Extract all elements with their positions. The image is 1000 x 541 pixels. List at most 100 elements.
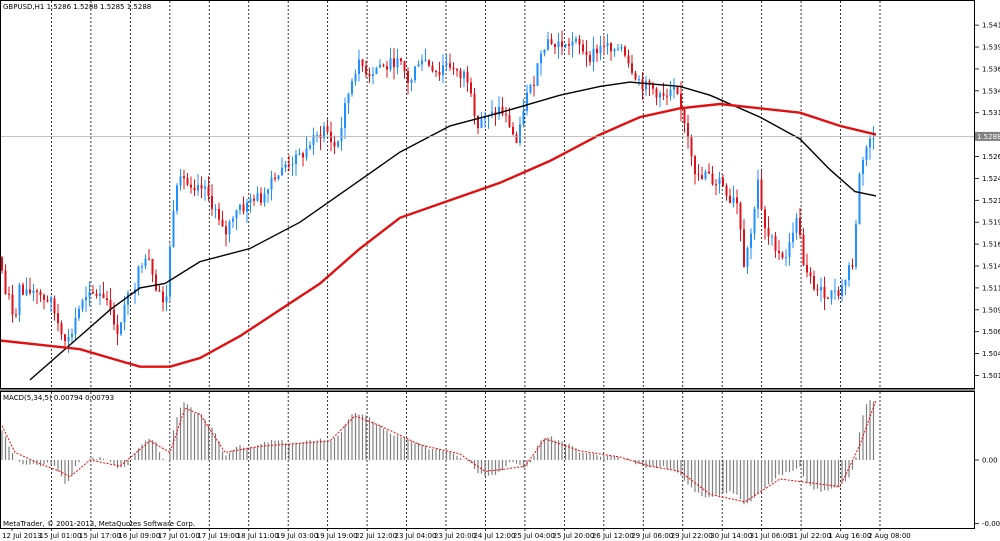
candle-body <box>281 167 283 176</box>
candle-body <box>267 189 269 194</box>
price-axis: 1.5415 1.5390 1.5365 1.5340 1.5315 1.5265 1.52… <box>975 22 1000 380</box>
candle-body <box>795 218 798 233</box>
candle-body <box>400 58 402 62</box>
candle-body <box>442 65 444 76</box>
candle-body <box>78 308 80 318</box>
candle-body <box>484 116 486 119</box>
candle-body <box>697 174 700 176</box>
candle-body <box>865 147 868 161</box>
candle-body <box>841 285 843 296</box>
candle-body <box>473 93 476 116</box>
candle-body <box>211 196 213 210</box>
candle-body <box>116 324 119 335</box>
candle-body <box>589 55 591 62</box>
time-tick-label: 12 Jul 2013 <box>2 532 42 540</box>
candle-body <box>466 71 469 83</box>
candle-body <box>687 123 689 138</box>
candle-body <box>666 95 668 97</box>
candle-body <box>358 59 360 75</box>
candle-body <box>617 48 619 50</box>
time-tick-label: 19 Jul 19:00 <box>316 532 358 540</box>
macd-signal-line <box>1 399 877 503</box>
candle-body <box>526 92 528 111</box>
time-tick-label: 17 Jul 01:00 <box>158 532 200 540</box>
candle-body <box>228 221 231 235</box>
pane-separator[interactable] <box>0 389 975 392</box>
candle-body <box>764 209 766 229</box>
candle-body <box>613 49 616 52</box>
candle-body <box>470 82 472 94</box>
candle-body <box>382 64 385 67</box>
time-tick-label: 26 Jul 12:00 <box>592 532 634 540</box>
macd-tick-label: -0.00836 <box>982 520 1000 528</box>
candle-body <box>634 72 637 80</box>
candle-body <box>277 175 280 179</box>
candle-body <box>25 289 28 295</box>
candle-body <box>760 179 763 210</box>
candle-body <box>4 270 7 294</box>
time-tick-label: 16 Jul 09:00 <box>118 532 160 540</box>
candle-body <box>246 202 248 212</box>
candle-body <box>214 208 217 210</box>
candle-body <box>620 46 623 49</box>
candle-body <box>417 64 420 67</box>
candle-body <box>333 142 336 147</box>
candle-body <box>529 84 532 93</box>
price-tick-label: 1.5040 <box>982 350 1000 358</box>
candle-body <box>708 171 710 174</box>
candle-body <box>477 115 479 129</box>
candle-body <box>120 322 122 335</box>
candle-body <box>389 58 392 70</box>
candle-body <box>872 138 875 140</box>
candle-body <box>813 276 815 290</box>
candle-body <box>102 293 105 299</box>
candle-body <box>809 272 812 277</box>
candle-body <box>274 177 276 179</box>
candle-body <box>330 131 332 143</box>
candle-body <box>291 164 294 166</box>
price-tick-label: 1.5365 <box>982 65 1000 73</box>
candle-body <box>522 110 525 125</box>
price-tick-label: 1.5215 <box>982 197 1000 205</box>
candle-body <box>834 290 836 292</box>
candle-body <box>158 290 161 292</box>
candle-body <box>253 198 255 201</box>
candle-body <box>106 298 108 301</box>
candle-body <box>554 43 556 48</box>
candle-body <box>592 48 595 62</box>
candle-body <box>200 184 203 189</box>
candle-body <box>820 286 822 291</box>
time-tick-label: 31 Jul 22:00 <box>789 532 831 540</box>
candle-body <box>302 153 304 158</box>
candle-body <box>403 61 406 72</box>
current-price-marker: 1.5288 <box>975 131 1000 141</box>
macd-indicator[interactable] <box>1 399 877 505</box>
candle-body <box>459 70 462 79</box>
price-tick-label: 1.5090 <box>982 306 1000 314</box>
candle-body <box>204 186 206 189</box>
candle-body <box>18 284 21 315</box>
time-tick-label: 2 Aug 08:00 <box>868 532 911 540</box>
candle-body <box>449 63 451 68</box>
candle-body <box>176 185 178 211</box>
candle-body <box>711 173 714 185</box>
candle-body <box>407 71 409 83</box>
candle-body <box>498 106 500 115</box>
price-tick-label: 1.5240 <box>982 175 1000 183</box>
candle-body <box>64 334 66 342</box>
candle-body <box>792 232 794 243</box>
candle-body <box>326 126 329 132</box>
candle-body <box>830 290 833 299</box>
price-chart[interactable] <box>0 30 975 381</box>
copyright-text: MetaTrader, © 2001-2013, MetaQuotes Soft… <box>3 520 195 528</box>
candle-body <box>365 66 367 75</box>
candle-body <box>858 174 861 225</box>
price-tick-label: 1.5190 <box>982 219 1000 227</box>
current-price-label: 1.5288 <box>977 133 1000 141</box>
time-tick-label: 19 Jul 03:00 <box>276 532 318 540</box>
candle-body <box>599 45 602 54</box>
candle-body <box>536 63 539 86</box>
candle-body <box>715 184 717 186</box>
candle-body <box>582 44 584 52</box>
